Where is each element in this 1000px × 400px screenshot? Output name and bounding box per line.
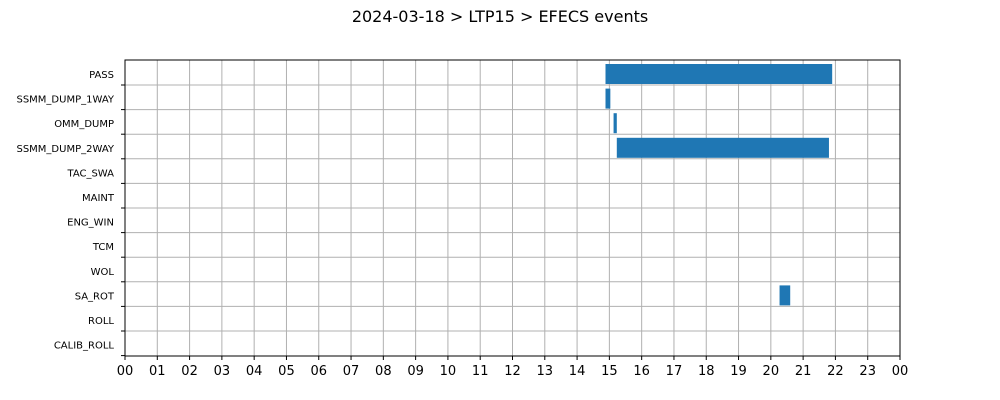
y-tick-label: MAINT <box>82 193 115 204</box>
x-tick-label: 02 <box>181 364 198 379</box>
x-tick-label: 20 <box>763 364 780 379</box>
x-tick-label: 18 <box>698 364 715 379</box>
y-tick-label: ROLL <box>88 316 114 327</box>
x-tick-label: 12 <box>504 364 521 379</box>
grid-lines <box>124 60 901 356</box>
x-tick-label: 21 <box>795 364 812 379</box>
x-tick-label: 07 <box>343 364 360 379</box>
y-tick-label: OMM_DUMP <box>54 119 114 130</box>
x-tick-label: 01 <box>149 364 166 379</box>
y-tick-label: TAC_SWA <box>66 168 114 179</box>
x-tick-label: 00 <box>892 364 909 379</box>
event-bar <box>779 285 791 306</box>
x-tick-label: 17 <box>666 364 683 379</box>
y-tick-label: SA_ROT <box>75 291 115 302</box>
x-tick-label: 11 <box>472 364 489 379</box>
x-tick-label: 16 <box>633 364 650 379</box>
x-tick-label: 09 <box>407 364 424 379</box>
x-tick-label: 14 <box>569 364 586 379</box>
x-tick-label: 06 <box>310 364 327 379</box>
x-tick-label: 08 <box>375 364 392 379</box>
event-bar <box>616 137 829 158</box>
x-tick-label: 19 <box>730 364 747 379</box>
event-bars <box>605 64 833 306</box>
y-tick-label: SSMM_DUMP_2WAY <box>16 144 114 155</box>
x-axis-ticks: 00 01 02 03 04 05 06 07 08 09 10 11 12 13 14 15 16 17 18 19… <box>117 356 909 379</box>
plot-frame <box>124 59 901 357</box>
chart-title: 2024-03-18 > LTP15 > EFECS events <box>352 7 648 26</box>
y-tick-label: SSMM_DUMP_1WAY <box>16 95 114 106</box>
x-tick-label: 05 <box>278 364 295 379</box>
x-tick-label: 03 <box>214 364 231 379</box>
y-tick-label: PASS <box>89 70 114 81</box>
x-tick-label: 22 <box>827 364 844 379</box>
x-tick-label: 04 <box>246 364 263 379</box>
y-tick-label: TCM <box>92 242 114 253</box>
x-tick-label: 13 <box>537 364 554 379</box>
y-axis-ticks: PASS SSMM_DUMP_1WAY OMM_DUMP SSMM_DUMP_2WAY… <box>16 70 125 357</box>
event-bar <box>605 64 833 84</box>
y-tick-label: CALIB_ROLL <box>54 341 115 352</box>
y-tick-label: ENG_WIN <box>67 218 114 229</box>
x-tick-label: 15 <box>601 364 618 379</box>
x-tick-label: 10 <box>440 364 457 379</box>
event-bar <box>605 88 611 109</box>
y-tick-label: WOL <box>91 267 115 278</box>
x-tick-label: 23 <box>859 364 876 379</box>
x-tick-label: 00 <box>117 364 134 379</box>
event-bar <box>613 113 617 134</box>
